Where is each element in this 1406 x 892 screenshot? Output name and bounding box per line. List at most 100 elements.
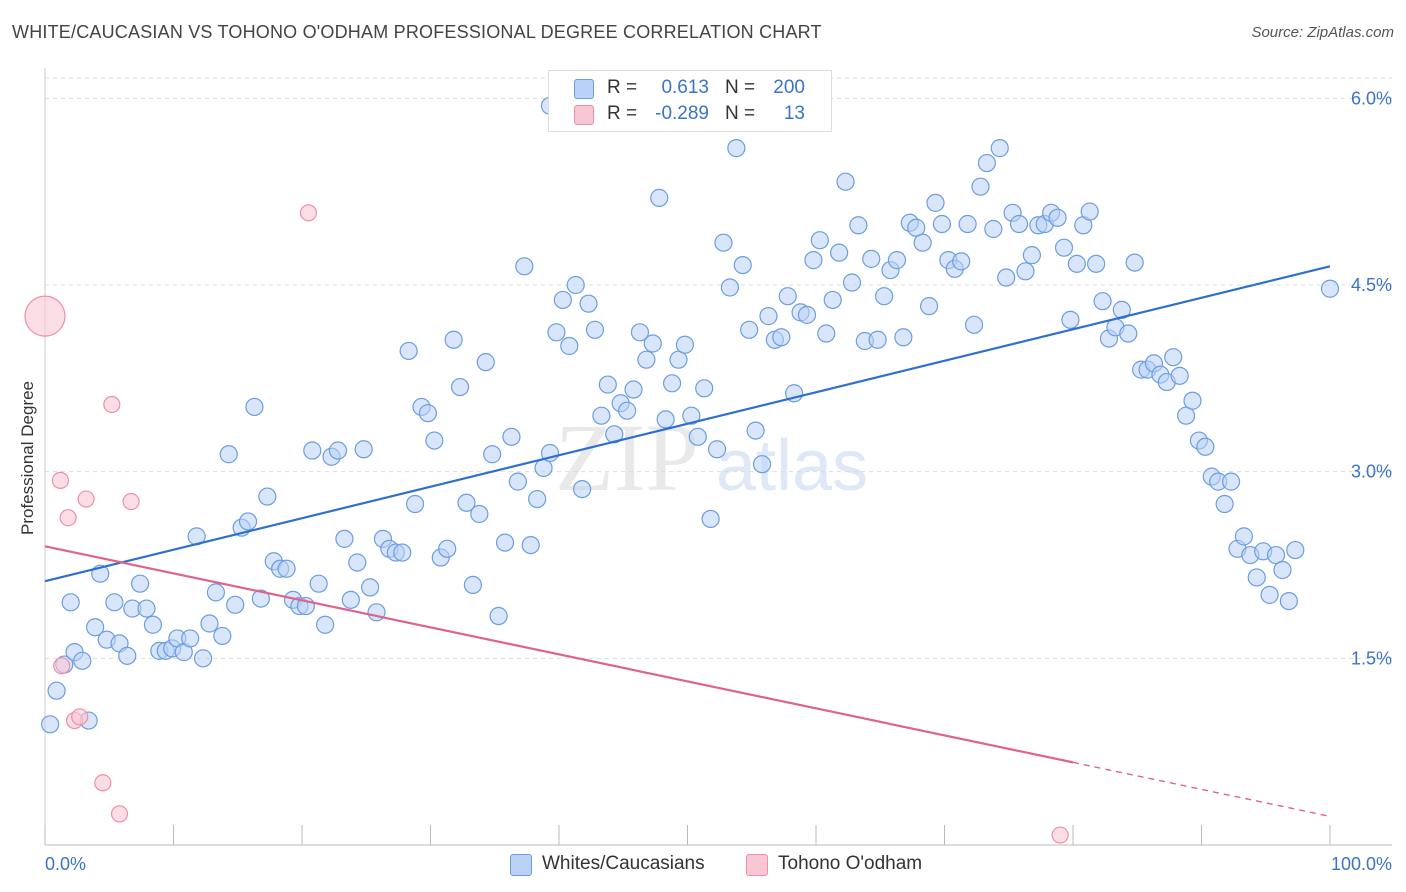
data-point-whites xyxy=(1273,560,1292,580)
data-point-whites xyxy=(1164,348,1183,367)
data-point-whites xyxy=(952,252,971,271)
legend-r-value: -0.289 xyxy=(655,103,709,124)
legend-row-tohono: R = -0.289 N = 13 xyxy=(549,101,829,127)
data-point-whites xyxy=(213,626,232,646)
data-point-whites xyxy=(193,649,213,668)
data-point-whites xyxy=(309,574,328,593)
data-point-whites xyxy=(251,589,270,608)
data-point-whites xyxy=(1279,591,1298,611)
data-point-whites xyxy=(913,233,932,252)
legend-swatch-blue xyxy=(510,854,532,876)
data-point-whites xyxy=(41,715,60,734)
data-point-whites xyxy=(1048,208,1067,227)
data-point-whites xyxy=(1183,391,1202,410)
data-point-whites xyxy=(566,275,585,295)
chart-title: WHITE/CAUCASIAN VS TOHONO O'ODHAM PROFES… xyxy=(12,22,822,42)
data-point-whites xyxy=(964,315,984,334)
trend-line-tohono xyxy=(44,545,1074,764)
data-point-whites xyxy=(328,441,348,460)
data-point-whites xyxy=(405,494,425,514)
legend-label-whites: Whites/Caucasians xyxy=(542,853,705,874)
data-point-whites xyxy=(47,681,66,700)
data-point-whites xyxy=(997,268,1016,287)
data-point-whites xyxy=(778,287,797,306)
correlation-legend: R = 0.613 N = 200 R = -0.289 N = 13 xyxy=(548,70,832,132)
y-tick-label: 3.0% xyxy=(1351,462,1392,482)
grid-lines xyxy=(45,77,1392,659)
data-point-whites xyxy=(200,614,219,633)
legend-swatch-pink xyxy=(746,854,768,876)
data-point-whites xyxy=(316,615,335,634)
data-point-tohono xyxy=(1051,826,1069,844)
data-point-whites xyxy=(643,334,662,353)
data-point-whites xyxy=(868,330,887,349)
data-point-whites xyxy=(303,441,322,460)
data-point-whites xyxy=(932,214,952,234)
data-point-whites xyxy=(977,153,997,173)
data-point-whites xyxy=(245,397,264,417)
legend-swatch-blue xyxy=(574,79,594,99)
data-point-tohono xyxy=(77,490,95,508)
watermark-atlas: atlas xyxy=(716,426,868,506)
data-point-whites xyxy=(137,599,156,618)
data-point-whites xyxy=(341,590,360,609)
data-point-whites xyxy=(1125,253,1144,272)
data-point-whites xyxy=(444,330,463,349)
data-point-whites xyxy=(984,219,1003,239)
data-point-whites xyxy=(894,328,913,347)
data-point-whites xyxy=(495,533,515,552)
data-point-whites xyxy=(823,290,842,310)
data-point-tohono xyxy=(51,471,70,489)
data-point-whites xyxy=(926,193,945,212)
data-point-whites xyxy=(624,380,643,399)
data-point-whites xyxy=(502,427,521,446)
data-point-whites xyxy=(354,440,373,459)
data-point-whites xyxy=(547,323,566,342)
data-point-whites xyxy=(521,535,540,555)
data-point-tohono xyxy=(94,774,112,792)
data-point-whites xyxy=(361,578,380,597)
data-point-whites xyxy=(105,593,124,612)
data-point-whites xyxy=(579,294,598,313)
data-point-whites xyxy=(675,335,695,354)
data-point-whites xyxy=(727,139,746,158)
data-point-whites xyxy=(804,251,823,270)
data-point-whites xyxy=(707,440,727,459)
trend-line-whites xyxy=(44,265,1331,583)
legend-label-tohono: Tohono O'odham xyxy=(778,853,923,874)
legend-row-whites: R = 0.613 N = 200 xyxy=(549,75,829,101)
data-point-whites xyxy=(701,509,720,529)
data-point-whites xyxy=(797,305,817,324)
data-point-whites xyxy=(862,249,881,268)
y-tick-label: 1.5% xyxy=(1351,648,1392,668)
series-legend: Whites/Caucasians Tohono O'odham xyxy=(0,852,1406,878)
data-point-whites xyxy=(598,375,617,394)
x-tick-label: 100.0% xyxy=(1331,854,1392,874)
data-point-whites xyxy=(887,251,907,270)
data-point-whites xyxy=(515,257,534,276)
data-point-whites xyxy=(919,297,939,316)
data-point-whites xyxy=(1119,324,1138,343)
data-point-whites xyxy=(463,575,483,595)
data-point-whites xyxy=(393,543,412,562)
data-point-whites xyxy=(637,350,656,369)
data-point-whites xyxy=(990,139,1009,158)
data-point-whites xyxy=(399,341,418,361)
data-point-whites xyxy=(618,401,637,420)
data-point-whites xyxy=(425,431,444,450)
data-point-whites xyxy=(560,336,579,356)
data-point-whites xyxy=(181,629,200,648)
chart-source: Source: ZipAtlas.com xyxy=(1251,24,1394,41)
data-point-whites xyxy=(740,320,759,339)
data-point-whites xyxy=(130,574,150,593)
data-point-whites xyxy=(695,379,714,398)
data-point-whites xyxy=(573,479,592,499)
data-point-whites xyxy=(592,406,611,425)
data-point-whites xyxy=(86,618,105,637)
data-point-whites xyxy=(1054,238,1074,257)
data-point-whites xyxy=(630,323,650,342)
data-point-whites xyxy=(1093,292,1112,311)
data-point-whites xyxy=(1221,472,1241,491)
data-point-whites xyxy=(650,188,669,207)
data-point-whites xyxy=(457,493,476,512)
